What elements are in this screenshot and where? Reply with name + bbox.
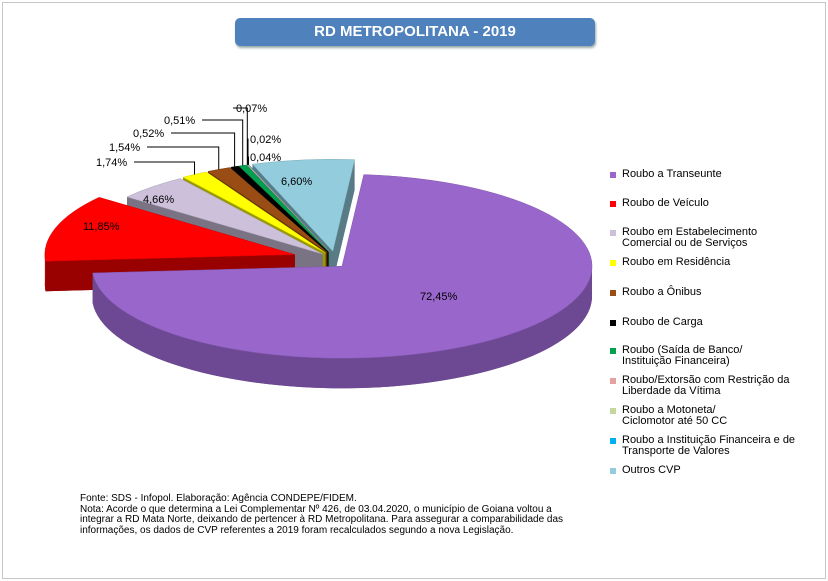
slice <box>230 165 329 253</box>
leader-line <box>134 161 196 175</box>
leader-line <box>233 107 248 165</box>
data-label: 72,45% <box>420 291 458 303</box>
legend-swatch <box>610 260 616 266</box>
data-label: 1,54% <box>109 142 140 154</box>
slice-wall <box>332 159 355 282</box>
data-label: 4,66% <box>143 194 174 206</box>
chart-title: RD METROPOLITANA - 2019 <box>235 18 595 46</box>
legend-swatch <box>610 320 616 326</box>
legend-label: Roubo de Carga <box>622 316 703 328</box>
slice <box>251 159 355 252</box>
legend-swatch <box>610 438 616 444</box>
leader-line <box>247 156 249 165</box>
legend-label: Roubo a Motoneta/ Ciclomotor até 50 CC <box>622 404 728 427</box>
legend-swatch <box>610 378 616 384</box>
data-label: 0,52% <box>133 128 164 140</box>
data-label: 1,74% <box>96 157 127 169</box>
legend-label: Roubo a Ônibus <box>622 286 702 298</box>
legend-label: Roubo a Instituição Financeira e de Tran… <box>622 434 796 457</box>
legend-item: Roubo a Instituição Financeira e de Tran… <box>610 435 827 457</box>
data-label: 11,85% <box>83 221 120 233</box>
legend-swatch <box>610 468 616 474</box>
legend-label: Roubo em Residência <box>622 256 731 268</box>
legend-item: Roubo em Estabelecimento Comercial ou de… <box>610 227 827 249</box>
slice <box>44 197 295 262</box>
data-label: 6,60% <box>281 176 312 188</box>
legend-label: Roubo em Estabelecimento Comercial ou de… <box>622 226 758 249</box>
legend-item: Roubo a Transeunte <box>610 169 827 180</box>
legend-label: Roubo (Saída de Banco/ Instituição Finan… <box>622 344 743 367</box>
legend-swatch <box>610 172 616 178</box>
legend-swatch <box>610 201 616 207</box>
legend-swatch <box>610 408 616 414</box>
legend-item: Roubo em Residência <box>610 257 827 268</box>
legend-swatch <box>610 348 616 354</box>
leader-line <box>171 132 236 167</box>
legend-item: Roubo de Veículo <box>610 198 827 209</box>
legend-item: Roubo a Ônibus <box>610 287 827 298</box>
note-line: Nota: Acorde o que determina a Lei Compl… <box>80 503 552 515</box>
legend-item: Roubo (Saída de Banco/ Instituição Finan… <box>610 345 827 367</box>
slice <box>126 178 323 255</box>
slice <box>182 171 326 254</box>
data-label: 0,02% <box>250 134 281 146</box>
note-line: informações, os dados de CVP referentes … <box>80 524 514 536</box>
note-line: integrar a RD Mata Norte, deixando de pe… <box>80 514 564 526</box>
legend-item: Roubo a Motoneta/ Ciclomotor até 50 CC <box>610 405 827 427</box>
data-label: 0,07% <box>236 103 267 115</box>
legend-item: Roubo de Carga <box>610 317 827 328</box>
legend-item: Roubo/Extorsão com Restrição da Liberdad… <box>610 375 827 397</box>
legend-swatch <box>610 290 616 296</box>
leader-line <box>202 119 244 166</box>
legend-swatch <box>610 230 616 236</box>
leader-line <box>247 138 249 165</box>
legend-label: Roubo de Veículo <box>622 197 709 209</box>
slice <box>92 174 593 359</box>
slice-side <box>44 254 46 292</box>
legend-item: Outros CVP <box>610 465 827 476</box>
slice-side <box>92 266 593 389</box>
data-label: 0,04% <box>250 152 281 164</box>
legend-label: Roubo/Extorsão com Restrição da Liberdad… <box>622 374 790 397</box>
legend-label: Outros CVP <box>622 464 681 476</box>
notes: Fonte: SDS - Infopol. Elaboração: Agênci… <box>80 493 780 536</box>
source: Fonte: SDS - Infopol. Elaboração: Agênci… <box>80 493 357 504</box>
leader-line <box>147 146 220 170</box>
legend-label: Roubo a Transeunte <box>622 168 722 180</box>
data-label: 0,51% <box>164 115 195 127</box>
